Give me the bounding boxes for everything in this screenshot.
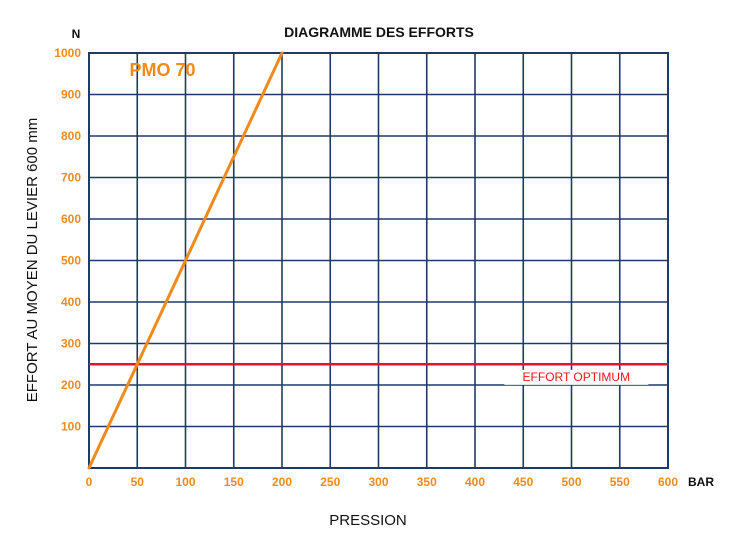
y-tick-label: 500: [61, 254, 81, 268]
reference-label-bg: [504, 369, 649, 385]
y-tick-label: 400: [61, 295, 81, 309]
series-layer: PMO 70: [87, 51, 284, 470]
y-tick-label: 900: [61, 88, 81, 102]
y-axis-label: EFFORT AU MOYEN DU LEVIER 600 mm: [24, 118, 41, 403]
x-tick-label: 100: [175, 475, 195, 489]
reference-layer: EFFORT OPTIMUM: [89, 363, 668, 385]
x-tick-label: 500: [561, 475, 581, 489]
x-axis-label: PRESSION: [329, 512, 407, 529]
y-tick-label: 300: [61, 337, 81, 351]
x-tick-labels: 0 50 100 150 200 250 300 350 400 450 500 550 600: [86, 475, 679, 489]
x-tick-label: 400: [465, 475, 485, 489]
x-tick-label: 250: [320, 475, 340, 489]
x-tick-label: 450: [513, 475, 533, 489]
chart-title: DIAGRAMME DES EFFORTS: [284, 24, 474, 40]
x-unit-label: BAR: [688, 475, 714, 489]
x-tick-label: 0: [86, 475, 93, 489]
reference-label: EFFORT OPTIMUM: [523, 370, 631, 384]
y-unit-label: N: [72, 27, 81, 41]
x-tick-label: 300: [368, 475, 388, 489]
grid: [88, 52, 669, 469]
x-tick-label: 50: [131, 475, 145, 489]
y-tick-label: 600: [61, 212, 81, 226]
x-tick-label: 350: [417, 475, 437, 489]
x-tick-label: 150: [224, 475, 244, 489]
series-line: [87, 51, 284, 470]
y-tick-label: 700: [61, 171, 81, 185]
series-label: PMO 70: [130, 60, 196, 80]
y-tick-label: 100: [61, 420, 81, 434]
x-tick-label: 200: [272, 475, 292, 489]
y-tick-label: 200: [61, 378, 81, 392]
y-tick-label: 800: [61, 129, 81, 143]
y-tick-labels: 100 200 300 400 500 600 700 800 900 1000: [54, 46, 81, 434]
x-tick-label: 600: [658, 475, 678, 489]
x-tick-label: 550: [610, 475, 630, 489]
y-tick-label: 1000: [54, 46, 81, 60]
